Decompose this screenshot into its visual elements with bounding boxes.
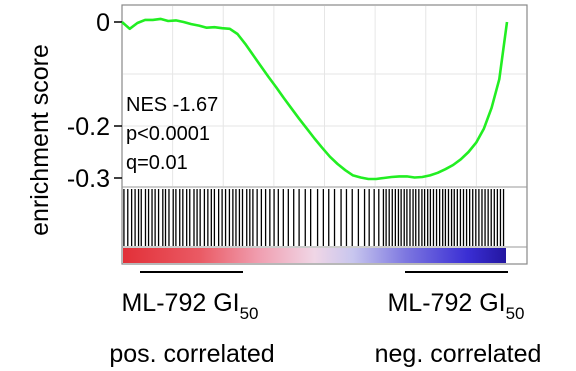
grid-lines bbox=[123, 6, 526, 186]
p-value-annotation: p<0.0001 bbox=[126, 123, 210, 145]
gene-hit-marks bbox=[123, 189, 505, 246]
q-value-annotation: q=0.01 bbox=[126, 152, 188, 174]
ranked-metric-bar bbox=[123, 248, 506, 263]
left-caption-line2: pos. correlated bbox=[109, 340, 274, 368]
y-tick-label: -0.2 bbox=[67, 113, 110, 141]
enrichment-curve bbox=[121, 17, 509, 181]
y-axis-label: enrichment score bbox=[26, 44, 54, 236]
left-caption-line1: ML-792 GI50 bbox=[121, 289, 258, 323]
right-caption-line2: neg. correlated bbox=[375, 340, 542, 368]
y-tick-label: 0 bbox=[96, 9, 110, 37]
plot-frame bbox=[121, 4, 528, 265]
right-caption-line1: ML-792 GI50 bbox=[387, 289, 524, 323]
nes-annotation: NES -1.67 bbox=[126, 94, 218, 116]
y-axis: 0 -0.2 -0.3 bbox=[67, 9, 122, 193]
y-tick-label: -0.3 bbox=[67, 165, 110, 193]
